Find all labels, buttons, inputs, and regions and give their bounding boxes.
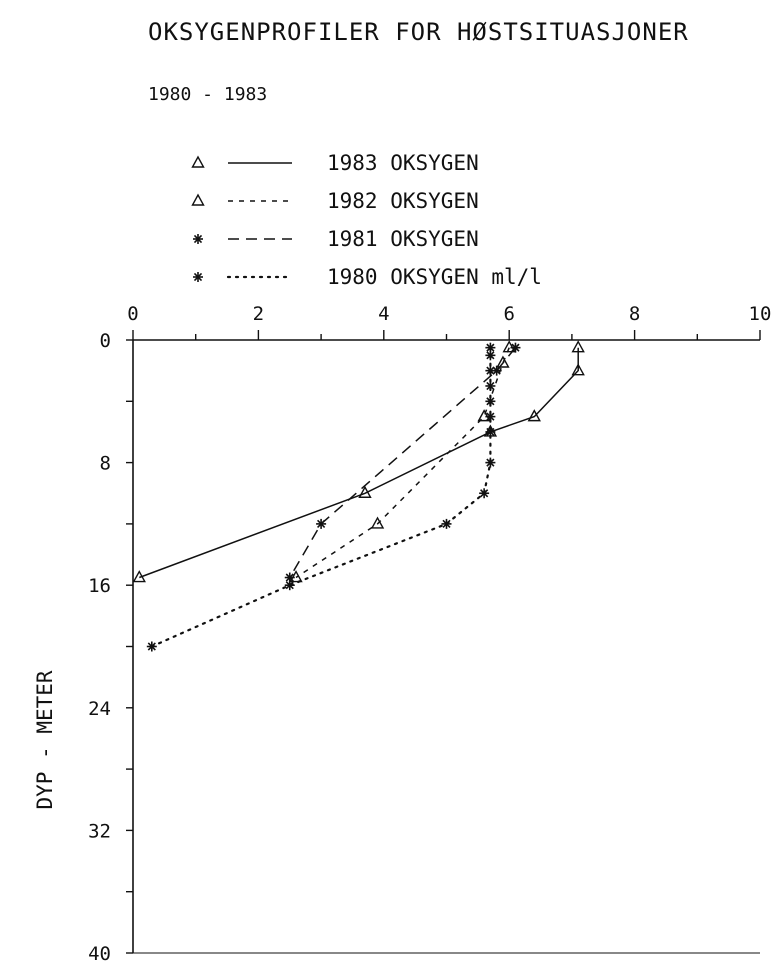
data-point bbox=[485, 365, 496, 376]
series-line bbox=[150, 346, 492, 648]
y-tick-label: 16 bbox=[88, 575, 111, 597]
legend-marker bbox=[191, 155, 205, 168]
data-point bbox=[477, 409, 491, 422]
y-tick-label: 24 bbox=[88, 698, 111, 720]
data-point bbox=[485, 380, 496, 391]
data-point bbox=[358, 485, 372, 498]
x-tick-label: 2 bbox=[253, 303, 264, 325]
data-point bbox=[571, 363, 585, 376]
legend-label: 1983 OKSYGEN bbox=[327, 151, 479, 175]
series-4 bbox=[146, 342, 496, 652]
marker-stroke bbox=[480, 489, 489, 498]
marker-stroke bbox=[147, 642, 156, 651]
marker-stroke bbox=[486, 351, 495, 360]
marker-stroke bbox=[285, 581, 294, 590]
x-tick-label: 10 bbox=[749, 303, 772, 325]
marker-stroke bbox=[486, 343, 495, 352]
legend-label: 1981 OKSYGEN bbox=[327, 227, 479, 251]
legend: 1983 OKSYGEN 1982 OKSYGEN 1981 OKSYGEN 1980… bbox=[191, 151, 542, 289]
data-point bbox=[485, 457, 496, 468]
marker-stroke bbox=[486, 366, 495, 375]
series-1 bbox=[132, 340, 585, 583]
data-point bbox=[496, 355, 510, 368]
marker-stroke bbox=[486, 397, 495, 406]
data-point bbox=[316, 518, 327, 529]
legend-item-2: 1982 OKSYGEN bbox=[191, 189, 479, 213]
data-point bbox=[571, 340, 585, 353]
marker-stroke bbox=[511, 343, 520, 352]
series-line bbox=[139, 347, 579, 579]
y-tick-label: 40 bbox=[88, 943, 111, 965]
series-line bbox=[295, 347, 510, 579]
data-point bbox=[485, 350, 496, 361]
chart-title: OKSYGENPROFILER FOR HØSTSITUASJONER bbox=[148, 18, 689, 46]
legend-marker bbox=[193, 272, 203, 282]
legend-item-1: 1983 OKSYGEN bbox=[191, 151, 479, 175]
marker-stroke bbox=[442, 519, 451, 529]
legend-item-4: 1980 OKSYGEN ml/l bbox=[193, 265, 542, 289]
marker-stroke bbox=[486, 412, 495, 421]
y-tick-label: 8 bbox=[100, 453, 111, 475]
data-point bbox=[485, 426, 496, 437]
data-point bbox=[485, 411, 496, 422]
legend-marker bbox=[193, 234, 203, 244]
x-tick-label: 6 bbox=[503, 303, 514, 325]
data-point bbox=[370, 516, 385, 529]
y-tick-label: 0 bbox=[100, 330, 111, 352]
series-line bbox=[289, 347, 517, 578]
marker-stroke bbox=[486, 458, 495, 467]
legend-label: 1982 OKSYGEN bbox=[327, 189, 479, 213]
data-point bbox=[284, 580, 295, 591]
marker-stroke bbox=[193, 272, 203, 282]
legend-item-3: 1981 OKSYGEN bbox=[193, 227, 479, 251]
data-point bbox=[510, 342, 521, 353]
marker-stroke bbox=[492, 366, 501, 375]
chart-subtitle: 1980 - 1983 bbox=[148, 84, 268, 105]
marker-stroke bbox=[486, 381, 495, 391]
data-point bbox=[441, 518, 452, 529]
data-point bbox=[502, 340, 516, 353]
marker-stroke bbox=[486, 427, 495, 437]
marker-stroke bbox=[285, 573, 294, 582]
series-2 bbox=[289, 340, 516, 583]
marker-stroke bbox=[316, 519, 326, 529]
data-point bbox=[132, 570, 146, 583]
x-tick-label: 4 bbox=[378, 303, 389, 325]
legend-label: 1980 OKSYGEN ml/l bbox=[327, 265, 542, 289]
series-3 bbox=[284, 342, 521, 583]
data-point bbox=[289, 570, 303, 583]
y-axis-label: DYP - METER bbox=[33, 670, 57, 809]
x-tick-label: 8 bbox=[629, 303, 640, 325]
data-point bbox=[527, 409, 541, 422]
data-point bbox=[146, 641, 157, 652]
data-point bbox=[485, 396, 496, 407]
data-point bbox=[479, 488, 490, 499]
x-tick-label: 0 bbox=[127, 303, 138, 325]
y-tick-label: 32 bbox=[88, 820, 111, 842]
legend-marker bbox=[191, 193, 205, 206]
marker-stroke bbox=[193, 234, 203, 244]
